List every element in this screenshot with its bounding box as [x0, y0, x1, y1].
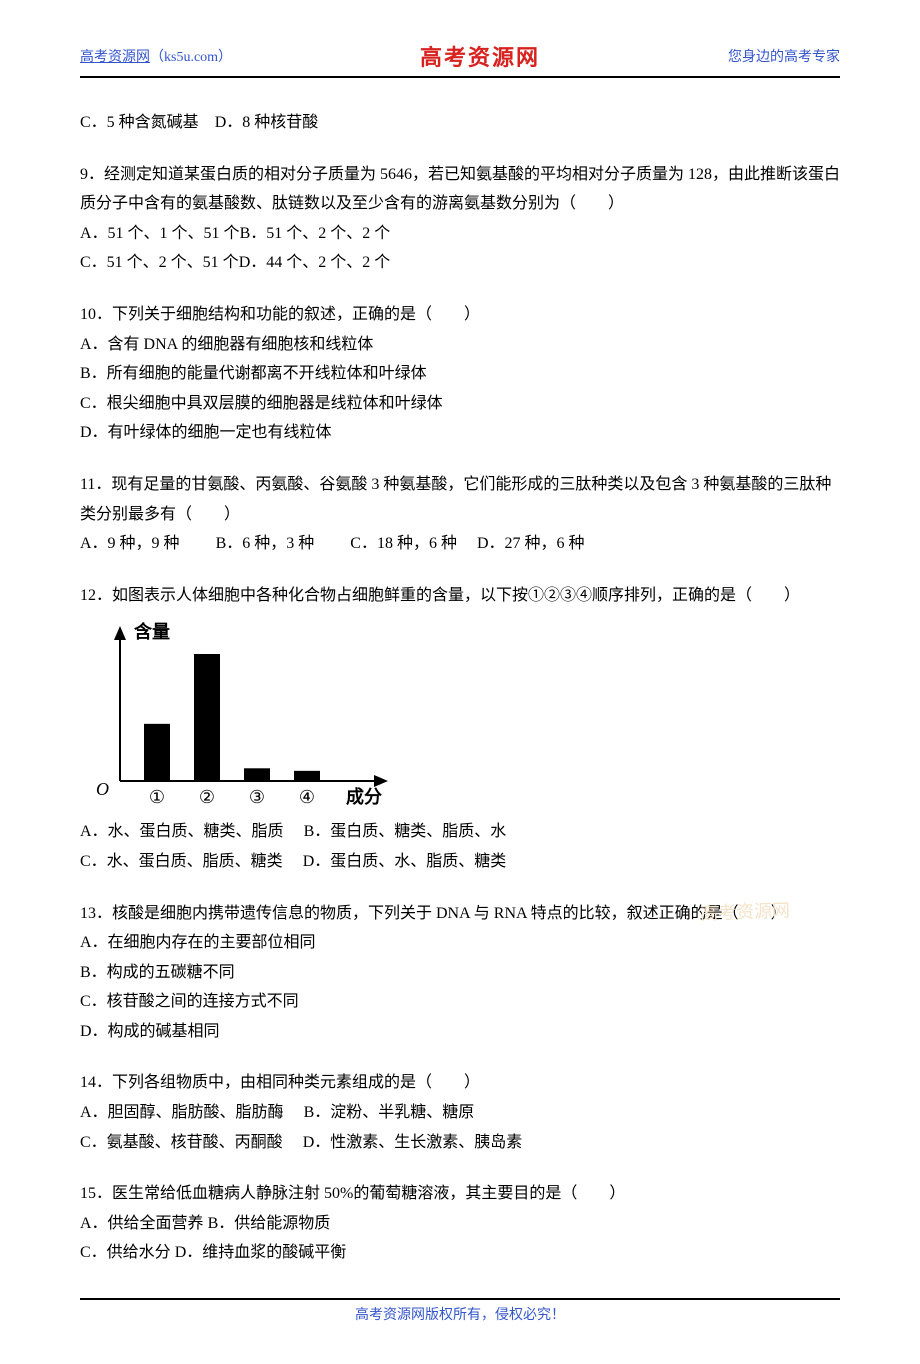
svg-text:含量: 含量 [134, 621, 170, 642]
q11-option-a: A．9 种，9 种 [80, 535, 180, 552]
svg-text:④: ④ [299, 787, 315, 807]
q8-option-d: D．8 种核苷酸 [215, 114, 319, 131]
question-13: 13．核酸是细胞内携带遗传信息的物质，下列关于 DNA 与 RNA 特点的比较，… [80, 899, 840, 1047]
q9-option-c: C．51 个、2 个、51 个 [80, 254, 239, 271]
q9-option-b: B．51 个、2 个、2 个 [240, 225, 391, 242]
header-left: 高考资源网（ks5u.com） [80, 46, 232, 66]
question-12: 12．如图表示人体细胞中各种化合物占细胞鲜重的含量，以下按①②③④顺序排列，正确… [80, 581, 840, 877]
q15-option-d: D．维持血浆的酸碱平衡 [175, 1244, 347, 1261]
q13-option-d: D．构成的碱基相同 [80, 1017, 840, 1047]
q14-option-a: A．胆固醇、脂肪酸、脂肪酶 [80, 1104, 284, 1121]
header-rule [80, 76, 840, 78]
q12-bar-chart: 含量成分 O ① ② ③ ④ [80, 616, 390, 811]
q15-stem: 15．医生常给低血糖病人静脉注射 50%的葡萄糖溶液，其主要目的是（ ） [80, 1179, 840, 1209]
svg-text:②: ② [199, 787, 215, 807]
q12-option-b: B．蛋白质、糖类、脂质、水 [304, 823, 507, 840]
q15-option-a: A．供给全面营养 [80, 1215, 204, 1232]
q12-option-d: D．蛋白质、水、脂质、糖类 [303, 853, 507, 870]
q13-option-b: B．构成的五碳糖不同 [80, 958, 840, 988]
q12-option-c: C．水、蛋白质、脂质、糖类 [80, 853, 283, 870]
q15-option-c: C．供给水分 [80, 1244, 171, 1261]
q14-option-d: D．性激素、生长激素、胰岛素 [303, 1134, 523, 1151]
q10-stem: 10．下列关于细胞结构和功能的叙述，正确的是（ ） [80, 300, 840, 330]
q10-option-a: A．含有 DNA 的细胞器有细胞核和线粒体 [80, 330, 840, 360]
q9-option-d: D．44 个、2 个、2 个 [239, 254, 391, 271]
q10-option-c: C．根尖细胞中具双层膜的细胞器是线粒体和叶绿体 [80, 389, 840, 419]
q15-option-b: B．供给能源物质 [208, 1215, 331, 1232]
site-name: 高考资源网 [80, 50, 150, 65]
header-center: 高考资源网 [420, 40, 540, 72]
q11-option-c: C．18 种，6 种 [350, 535, 457, 552]
q12-option-a: A．水、蛋白质、糖类、脂质 [80, 823, 284, 840]
svg-text:O: O [96, 779, 109, 799]
q14-option-c: C．氨基酸、核苷酸、丙酮酸 [80, 1134, 283, 1151]
q13-stem: 13．核酸是细胞内携带遗传信息的物质，下列关于 DNA 与 RNA 特点的比较，… [80, 899, 840, 929]
q8-option-c: C．5 种含氮碱基 [80, 114, 199, 131]
svg-text:③: ③ [249, 787, 265, 807]
q10-option-d: D．有叶绿体的细胞一定也有线粒体 [80, 418, 840, 448]
q10-option-b: B．所有细胞的能量代谢都离不开线粒体和叶绿体 [80, 359, 840, 389]
q11-option-b: B．6 种，3 种 [216, 535, 315, 552]
q14-stem: 14．下列各组物质中，由相同种类元素组成的是（ ） [80, 1068, 840, 1098]
q13-option-a: A．在细胞内存在的主要部位相同 [80, 928, 840, 958]
header-right: 您身边的高考专家 [728, 46, 840, 66]
q12-stem: 12．如图表示人体细胞中各种化合物占细胞鲜重的含量，以下按①②③④顺序排列，正确… [80, 581, 840, 611]
question-8-extra: C．5 种含氮碱基 D．8 种核苷酸 [80, 108, 840, 138]
q11-stem: 11．现有足量的甘氨酸、丙氨酸、谷氨酸 3 种氨基酸，它们能形成的三肽种类以及包… [80, 470, 840, 529]
svg-text:①: ① [149, 787, 165, 807]
site-url: （ks5u.com） [150, 50, 232, 65]
q13-option-c: C．核苷酸之间的连接方式不同 [80, 987, 840, 1017]
q14-option-b: B．淀粉、半乳糖、糖原 [304, 1104, 475, 1121]
question-14: 14．下列各组物质中，由相同种类元素组成的是（ ） A．胆固醇、脂肪酸、脂肪酶 … [80, 1068, 840, 1157]
question-15: 15．医生常给低血糖病人静脉注射 50%的葡萄糖溶液，其主要目的是（ ） A．供… [80, 1179, 840, 1268]
q11-option-d: D．27 种，6 种 [477, 535, 585, 552]
question-9: 9．经测定知道某蛋白质的相对分子质量为 5646，若已知氨基酸的平均相对分子质量… [80, 160, 840, 278]
q9-option-a: A．51 个、1 个、51 个 [80, 225, 240, 242]
q9-stem: 9．经测定知道某蛋白质的相对分子质量为 5646，若已知氨基酸的平均相对分子质量… [80, 160, 840, 219]
question-10: 10．下列关于细胞结构和功能的叙述，正确的是（ ） A．含有 DNA 的细胞器有… [80, 300, 840, 448]
svg-text:成分: 成分 [346, 786, 382, 807]
footer-text: 高考资源网版权所有，侵权必究！ [80, 1300, 840, 1344]
question-11: 11．现有足量的甘氨酸、丙氨酸、谷氨酸 3 种氨基酸，它们能形成的三肽种类以及包… [80, 470, 840, 559]
